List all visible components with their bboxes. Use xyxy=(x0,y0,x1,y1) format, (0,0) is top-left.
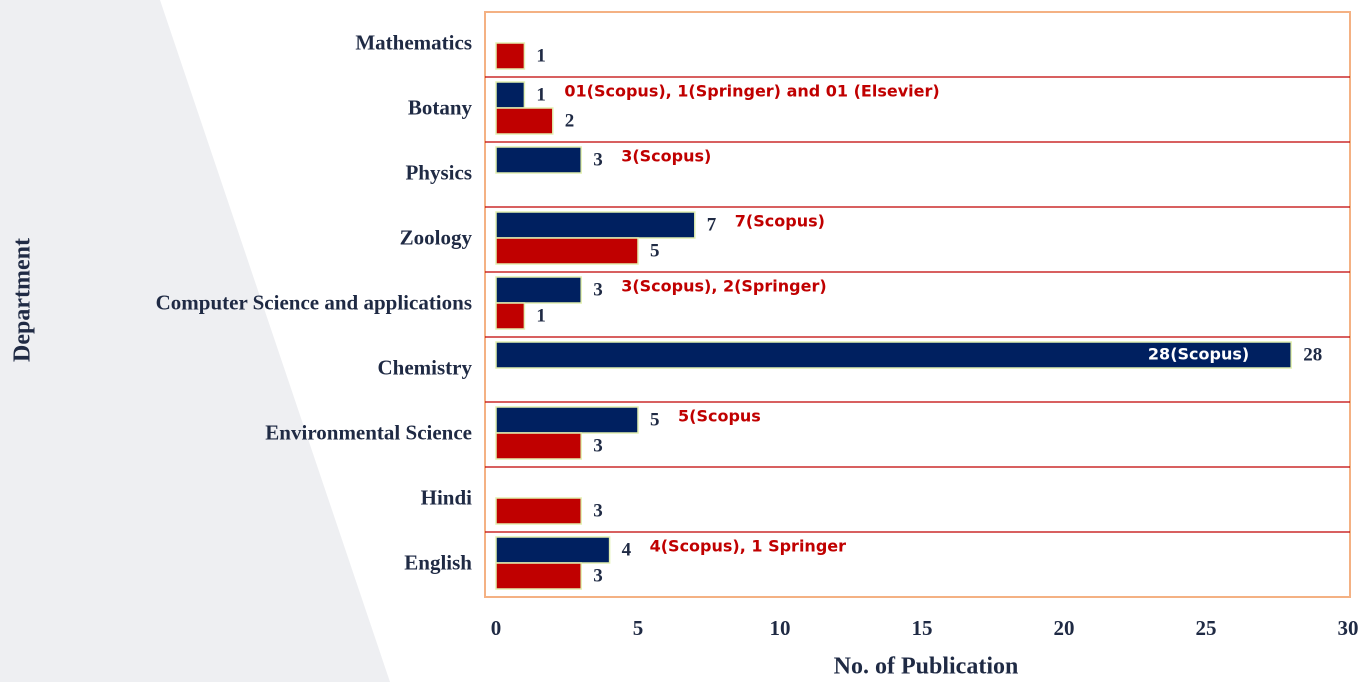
x-tick-label: 0 xyxy=(491,616,502,640)
x-tick-label: 20 xyxy=(1054,616,1075,640)
x-tick-label: 15 xyxy=(912,616,933,640)
value-label: 7 xyxy=(707,214,717,235)
plot-border xyxy=(484,11,1351,598)
category-label: Computer Science and applications xyxy=(156,290,472,314)
annotation: 28(Scopus) xyxy=(1148,345,1249,364)
x-axis-label: No. of Publication xyxy=(834,654,1019,680)
value-label: 28 xyxy=(1303,344,1322,365)
bar xyxy=(495,432,582,460)
category-label: Hindi xyxy=(421,485,473,509)
bar xyxy=(495,536,611,564)
value-label: 3 xyxy=(593,565,603,586)
annotation: 3(Scopus), 2(Springer) xyxy=(621,277,826,296)
annotation: 3(Scopus) xyxy=(621,147,711,166)
bar xyxy=(495,211,696,239)
value-label: 1 xyxy=(536,305,546,326)
bar xyxy=(495,81,526,109)
value-label: 4 xyxy=(622,539,632,560)
bar xyxy=(495,146,582,174)
value-label: 5 xyxy=(650,409,660,430)
bar xyxy=(495,302,526,330)
x-tick-label: 30 xyxy=(1338,616,1359,640)
bar xyxy=(495,237,639,265)
category-label: Environmental Science xyxy=(265,420,472,444)
y-axis-label: Department xyxy=(10,238,36,362)
category-label: Zoology xyxy=(400,225,473,249)
x-tick-label: 25 xyxy=(1196,616,1217,640)
bar xyxy=(495,406,639,434)
value-label: 3 xyxy=(593,149,603,170)
annotation: 5(Scopus xyxy=(678,407,761,426)
bar xyxy=(495,42,526,70)
bar xyxy=(495,497,582,525)
category-label: Botany xyxy=(408,95,473,119)
bar xyxy=(495,107,554,135)
value-label: 2 xyxy=(565,110,575,131)
background-band xyxy=(0,0,390,682)
category-label: Chemistry xyxy=(378,355,473,379)
annotation: 01(Scopus), 1(Springer) and 01 (Elsevier… xyxy=(564,82,939,101)
bar xyxy=(495,341,1292,369)
x-tick-label: 10 xyxy=(770,616,791,640)
category-label: Physics xyxy=(405,160,472,184)
value-label: 5 xyxy=(650,240,660,261)
category-label: Mathematics xyxy=(355,30,472,54)
category-label: English xyxy=(404,550,472,574)
bar xyxy=(495,562,582,590)
annotation: 7(Scopus) xyxy=(735,212,825,231)
x-tick-label: 5 xyxy=(633,616,644,640)
value-label: 3 xyxy=(593,500,603,521)
value-label: 3 xyxy=(593,279,603,300)
value-label: 1 xyxy=(536,45,546,66)
bar xyxy=(495,276,582,304)
value-label: 1 xyxy=(536,84,546,105)
annotation: 4(Scopus), 1 Springer xyxy=(650,537,847,556)
value-label: 3 xyxy=(593,435,603,456)
